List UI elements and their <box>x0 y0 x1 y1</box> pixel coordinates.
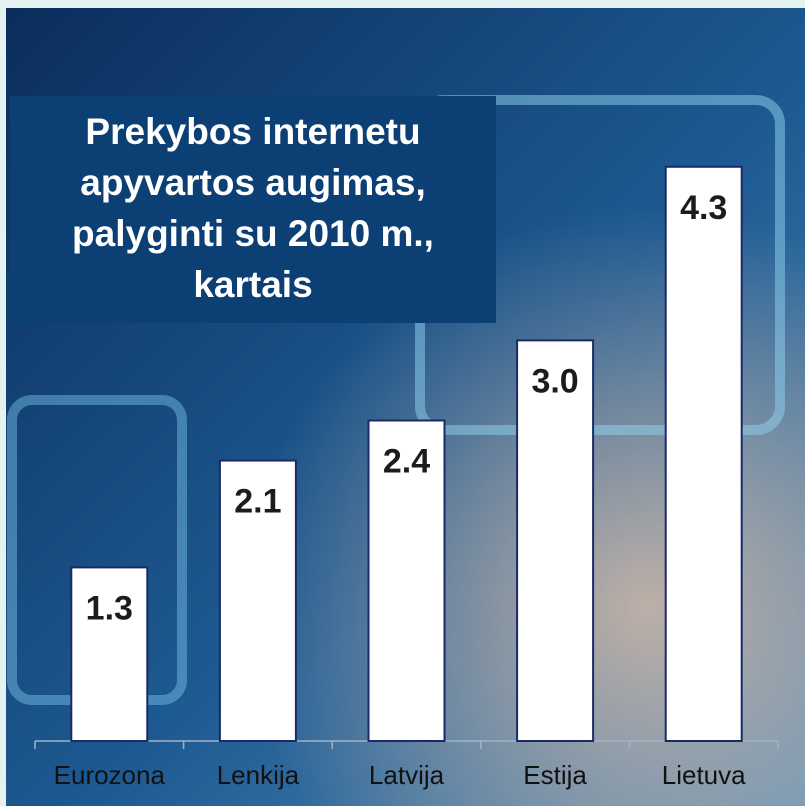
value-label: 4.3 <box>680 189 727 227</box>
x-tick-label: Latvija <box>369 760 445 790</box>
title-line: kartais <box>193 264 312 305</box>
title-line: apyvartos augimas, <box>80 162 425 203</box>
title-line: Prekybos internetu <box>85 111 420 152</box>
page: {"chart_data": {"type": "bar", "title": … <box>0 0 805 806</box>
bar <box>666 167 742 741</box>
x-tick-label: Estija <box>523 760 587 790</box>
x-tick-label: Lietuva <box>662 760 746 790</box>
bar <box>517 340 593 741</box>
title-line: palyginti su 2010 m., <box>72 213 434 254</box>
x-tick-label: Lenkija <box>217 760 300 790</box>
value-label: 2.4 <box>383 442 430 480</box>
x-tick-label: Eurozona <box>54 760 166 790</box>
value-label: 2.1 <box>234 483 281 521</box>
chart: Prekybos internetu apyvartos augimas, paly… <box>0 0 805 806</box>
value-label: 3.0 <box>531 362 578 400</box>
value-label: 1.3 <box>86 589 133 627</box>
